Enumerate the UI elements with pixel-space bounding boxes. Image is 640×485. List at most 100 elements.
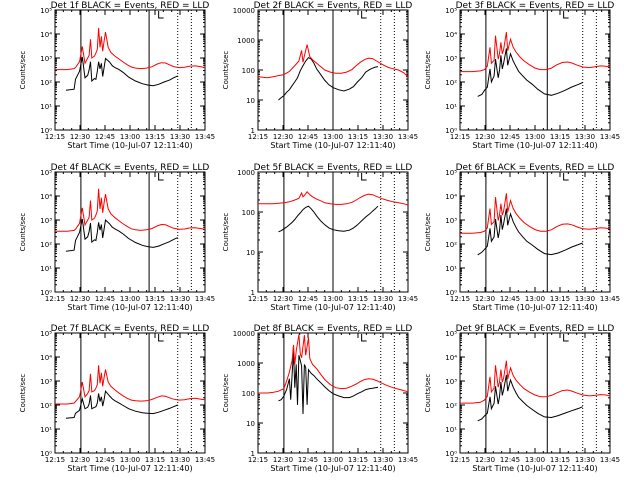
y-tick-label: 10² <box>445 79 457 87</box>
series-line-events <box>278 56 379 101</box>
y-tick-label: 10¹ <box>40 265 52 273</box>
y-tick-label: 10³ <box>445 378 457 386</box>
y-tick-label: 10⁰ <box>40 450 52 458</box>
panel-det-2: Det 2f BLACK = Events, RED = LLD 1 10 100 10… <box>222 1 418 150</box>
x-axis-label: Start Time (10-Jul-07 12:11:40) <box>270 141 395 150</box>
x-tick-label: 13:30 <box>575 456 595 464</box>
time-marker-flag <box>563 11 569 19</box>
panel-det-4: Det 4f BLACK = Events, RED = LLD 10⁰ 10¹ 10… <box>19 163 215 312</box>
series-line-lld <box>460 32 611 73</box>
x-tick-label: 12:15 <box>450 295 470 303</box>
series-line-events <box>278 205 379 233</box>
x-tick-label: 13:00 <box>525 133 545 141</box>
y-tick-label: 10¹ <box>445 426 457 434</box>
series-line-events <box>65 218 178 252</box>
x-tick-label: 12:30 <box>70 133 90 141</box>
y-tick-label: 10 <box>246 249 255 257</box>
y-tick-label: 10 <box>246 420 255 428</box>
x-tick-label: 13:45 <box>398 295 418 303</box>
x-tick-label: 12:45 <box>298 295 318 303</box>
y-tick-label: 10⁵ <box>445 7 457 15</box>
x-tick-label: 13:15 <box>145 295 165 303</box>
y-tick-label: 10³ <box>445 55 457 63</box>
time-marker-flag <box>158 11 164 19</box>
x-tick-label: 13:45 <box>600 295 620 303</box>
series-line-lld <box>460 360 611 404</box>
y-tick-label: 10 <box>246 97 255 105</box>
y-tick-label: 10⁵ <box>40 330 52 338</box>
x-tick-label: 13:15 <box>348 133 368 141</box>
y-tick-label: 10¹ <box>40 103 52 111</box>
panel-det-7: Det 7f BLACK = Events, RED = LLD 10⁰ 10¹ 10… <box>19 324 215 473</box>
x-tick-label: 12:45 <box>95 456 115 464</box>
y-axis-label: Counts/sec <box>424 213 432 252</box>
x-tick-label: 13:30 <box>575 133 595 141</box>
x-tick-label: 13:45 <box>195 133 215 141</box>
y-tick-label: 10⁰ <box>445 127 457 135</box>
y-tick-label: 10⁴ <box>40 193 52 201</box>
x-axis-label: Start Time (10-Jul-07 12:11:40) <box>67 303 192 312</box>
time-marker-flag <box>563 334 569 342</box>
y-tick-label: 10⁵ <box>40 7 52 15</box>
y-tick-label: 1 <box>251 450 255 458</box>
y-tick-label: 10000 <box>233 330 255 338</box>
x-tick-label: 13:30 <box>170 133 190 141</box>
x-axis-label: Start Time (10-Jul-07 12:11:40) <box>67 464 192 473</box>
y-tick-label: 10⁰ <box>445 289 457 297</box>
chart-title: Det 9f BLACK = Events, RED = LLD <box>456 324 615 334</box>
series-line-events <box>477 374 583 422</box>
panel-det-3: Det 3f BLACK = Events, RED = LLD 10⁰ 10¹ 10… <box>424 1 620 150</box>
series-line-lld <box>55 27 206 71</box>
x-tick-label: 13:00 <box>120 295 140 303</box>
y-tick-label: 1 <box>251 289 255 297</box>
y-tick-label: 10² <box>445 402 457 410</box>
panel-det-8: Det 8f BLACK = Events, RED = LLD 1 10 100 10… <box>222 324 418 473</box>
y-axis-label: Counts/sec <box>19 51 27 90</box>
x-tick-label: 12:30 <box>475 456 495 464</box>
x-tick-label: 13:30 <box>170 456 190 464</box>
y-axis-label: Counts/sec <box>424 51 432 90</box>
x-tick-label: 12:15 <box>248 133 268 141</box>
x-tick-label: 12:45 <box>95 295 115 303</box>
series-line-lld <box>258 191 409 206</box>
x-tick-label: 13:15 <box>348 295 368 303</box>
x-tick-label: 13:30 <box>170 295 190 303</box>
x-tick-label: 13:00 <box>120 456 140 464</box>
x-tick-label: 13:30 <box>373 456 393 464</box>
y-tick-label: 10⁴ <box>445 354 457 362</box>
time-marker-flag <box>361 334 367 342</box>
y-tick-label: 10¹ <box>40 426 52 434</box>
x-tick-label: 12:15 <box>248 456 268 464</box>
x-tick-label: 13:15 <box>550 456 570 464</box>
y-tick-label: 10⁵ <box>445 330 457 338</box>
x-tick-label: 12:30 <box>273 295 293 303</box>
y-tick-label: 100 <box>242 209 255 217</box>
series-line-events <box>477 208 583 256</box>
x-tick-label: 13:15 <box>550 295 570 303</box>
x-tick-label: 13:45 <box>195 295 215 303</box>
x-tick-label: 12:30 <box>70 295 90 303</box>
y-tick-label: 10² <box>40 79 52 87</box>
x-tick-label: 13:00 <box>525 456 545 464</box>
x-tick-label: 12:30 <box>475 133 495 141</box>
y-tick-label: 10⁴ <box>445 31 457 39</box>
x-tick-label: 13:15 <box>348 456 368 464</box>
y-axis-label: Counts/sec <box>19 213 27 252</box>
y-tick-label: 1000 <box>237 360 255 368</box>
y-tick-label: 100 <box>242 390 255 398</box>
x-tick-label: 13:00 <box>120 133 140 141</box>
y-tick-label: 10² <box>40 241 52 249</box>
y-tick-label: 10⁰ <box>40 127 52 135</box>
series-line-lld <box>55 365 206 405</box>
chart-title: Det 1f BLACK = Events, RED = LLD <box>51 1 210 11</box>
x-tick-label: 13:45 <box>195 456 215 464</box>
x-tick-label: 12:15 <box>248 295 268 303</box>
series-line-lld <box>55 188 206 232</box>
x-tick-label: 12:45 <box>500 295 520 303</box>
chart-title: Det 6f BLACK = Events, RED = LLD <box>456 163 615 173</box>
x-axis-label: Start Time (10-Jul-07 12:11:40) <box>472 141 597 150</box>
x-tick-label: 12:15 <box>450 456 470 464</box>
series-line-events <box>477 48 583 97</box>
x-tick-label: 13:15 <box>145 456 165 464</box>
